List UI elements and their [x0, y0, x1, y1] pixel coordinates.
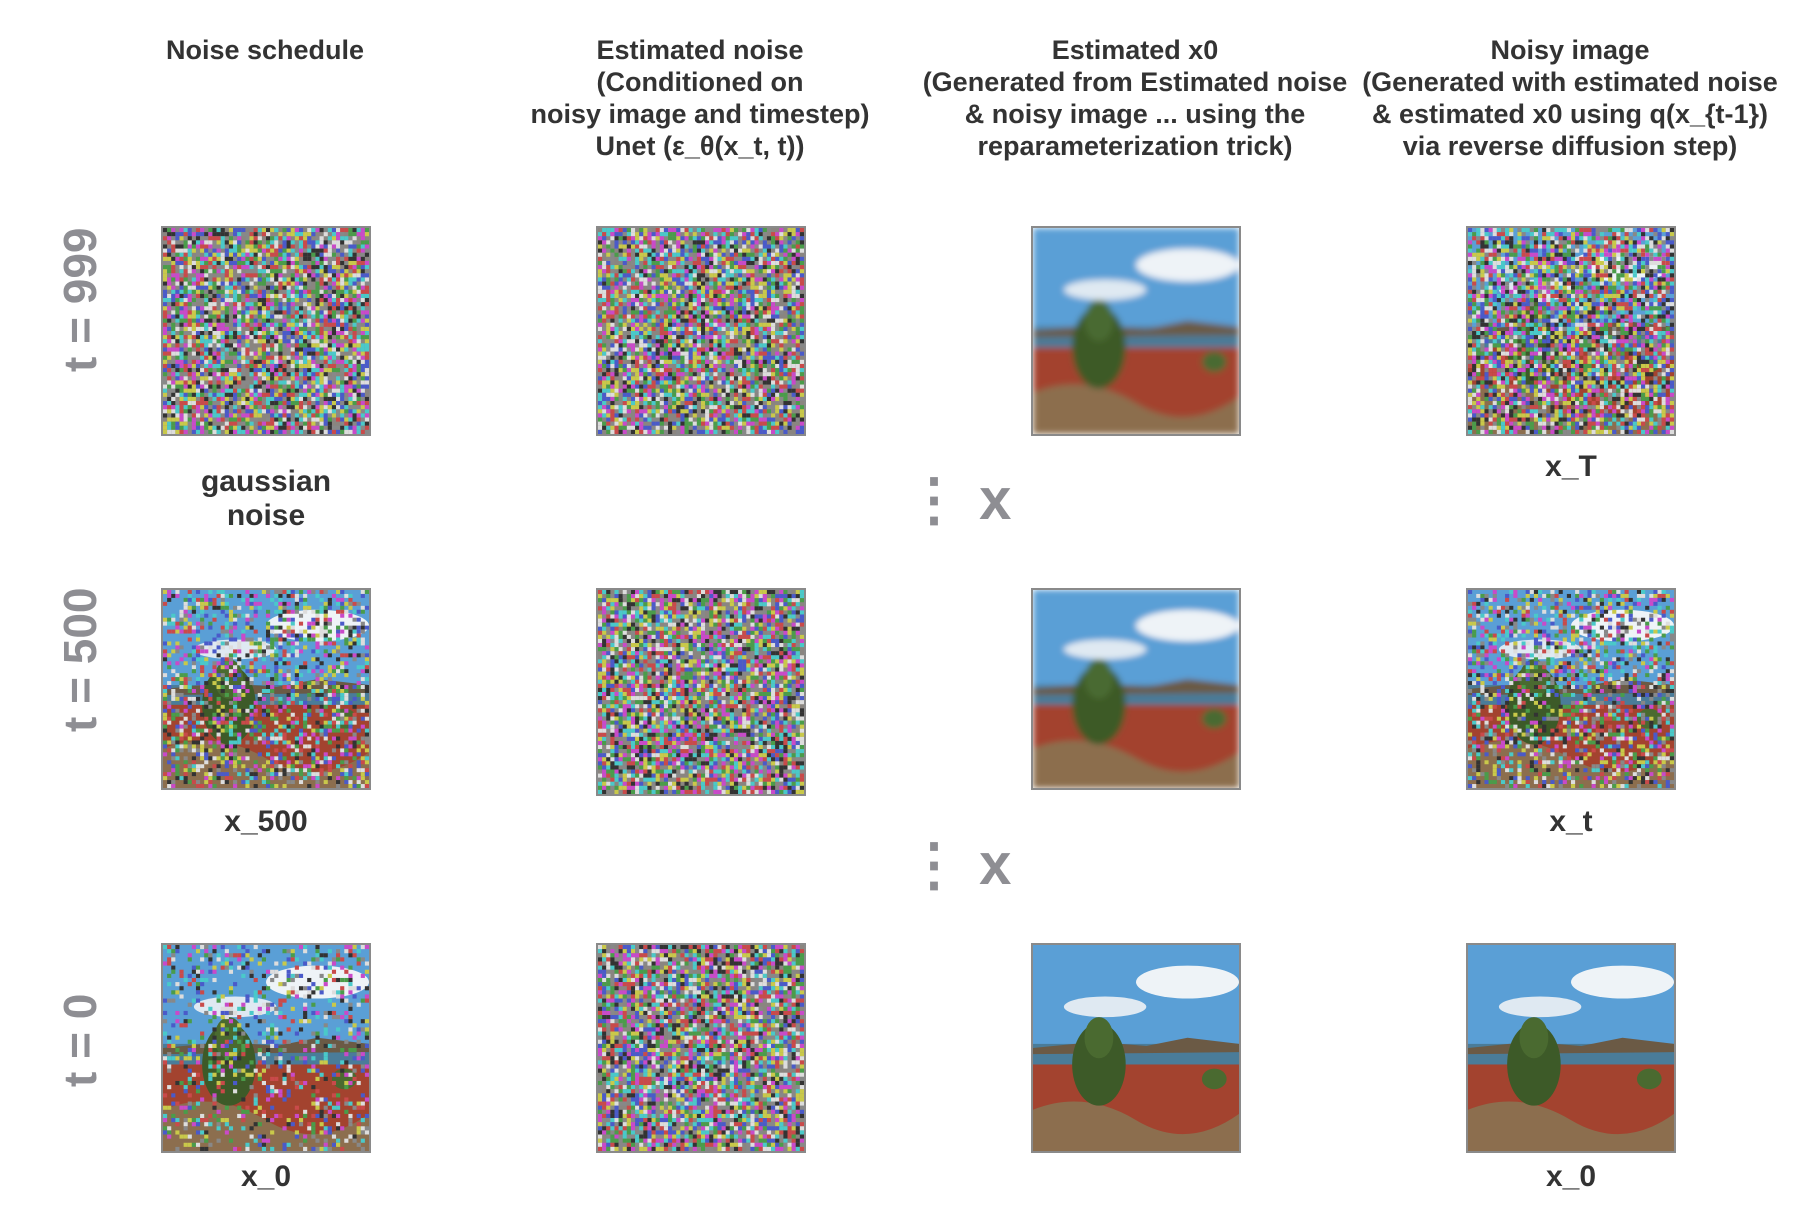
step-separator: ⋮ x — [905, 832, 1012, 897]
header-line: & noisy image ... using the — [964, 99, 1306, 129]
noise-tile — [161, 226, 371, 436]
header-line: (Generated from Estimated noise — [922, 67, 1348, 97]
estimated-x0-tile — [1031, 226, 1241, 436]
caption-xt: x_t — [1549, 805, 1593, 838]
header-line: Noisy image — [1490, 35, 1650, 65]
tile-image — [1468, 590, 1674, 788]
header-line: reparameterization trick) — [977, 131, 1293, 161]
header-line: noisy image and timestep) — [530, 99, 870, 129]
caption-xT: x_T — [1545, 450, 1597, 483]
tile-image — [1033, 228, 1239, 434]
row-label-t999: t = 999 — [54, 227, 106, 373]
estimated-noise-tile — [596, 588, 806, 796]
estimated-noise-tile — [596, 226, 806, 436]
tile-image — [163, 945, 369, 1151]
header-estimated-noise: Estimated noise (Conditioned on noisy im… — [470, 34, 930, 162]
noisy-image-tile — [161, 588, 371, 790]
caption-x0-final: x_0 — [1545, 1160, 1597, 1193]
clean-image-tile — [1466, 943, 1676, 1153]
tile-image — [163, 590, 369, 788]
caption-gaussian-noise: gaussian noise — [200, 465, 332, 532]
noisy-image-tile — [1466, 588, 1676, 790]
tile-image — [598, 228, 804, 434]
tile-image — [163, 228, 369, 434]
row-label-t500: t = 500 — [54, 587, 106, 733]
header-line: & estimated x0 using q(x_{t-1}) — [1371, 99, 1769, 129]
tile-image — [1033, 945, 1239, 1151]
caption-x0: x_0 — [240, 1160, 292, 1193]
tile-image — [1468, 945, 1674, 1151]
header-line: Noise schedule — [165, 35, 365, 65]
header-line: Estimated noise — [596, 35, 804, 65]
header-noisy-image: Noisy image (Generated with estimated no… — [1340, 34, 1800, 162]
header-estimated-x0: Estimated x0 (Generated from Estimated n… — [905, 34, 1365, 162]
noisy-image-tile — [1466, 226, 1676, 436]
tile-image — [1468, 228, 1674, 434]
estimated-x0-tile — [1031, 588, 1241, 790]
header-line: (Generated with estimated noise — [1362, 67, 1778, 97]
header-line: via reverse diffusion step) — [1402, 131, 1738, 161]
estimated-x0-tile — [1031, 943, 1241, 1153]
caption-x500: x_500 — [224, 805, 308, 838]
noisy-image-tile — [161, 943, 371, 1153]
header-line: Estimated x0 — [1051, 35, 1219, 65]
header-line: Unet (ε_θ(x_t, t)) — [595, 131, 805, 161]
header-line: (Conditioned on — [596, 67, 804, 97]
row-label-t0: t = 0 — [54, 993, 106, 1087]
estimated-noise-tile — [596, 943, 806, 1153]
tile-image — [598, 945, 804, 1151]
header-noise-schedule: Noise schedule — [35, 34, 495, 66]
tile-image — [1033, 590, 1239, 788]
step-separator: ⋮ x — [905, 467, 1012, 532]
tile-image — [598, 590, 804, 794]
